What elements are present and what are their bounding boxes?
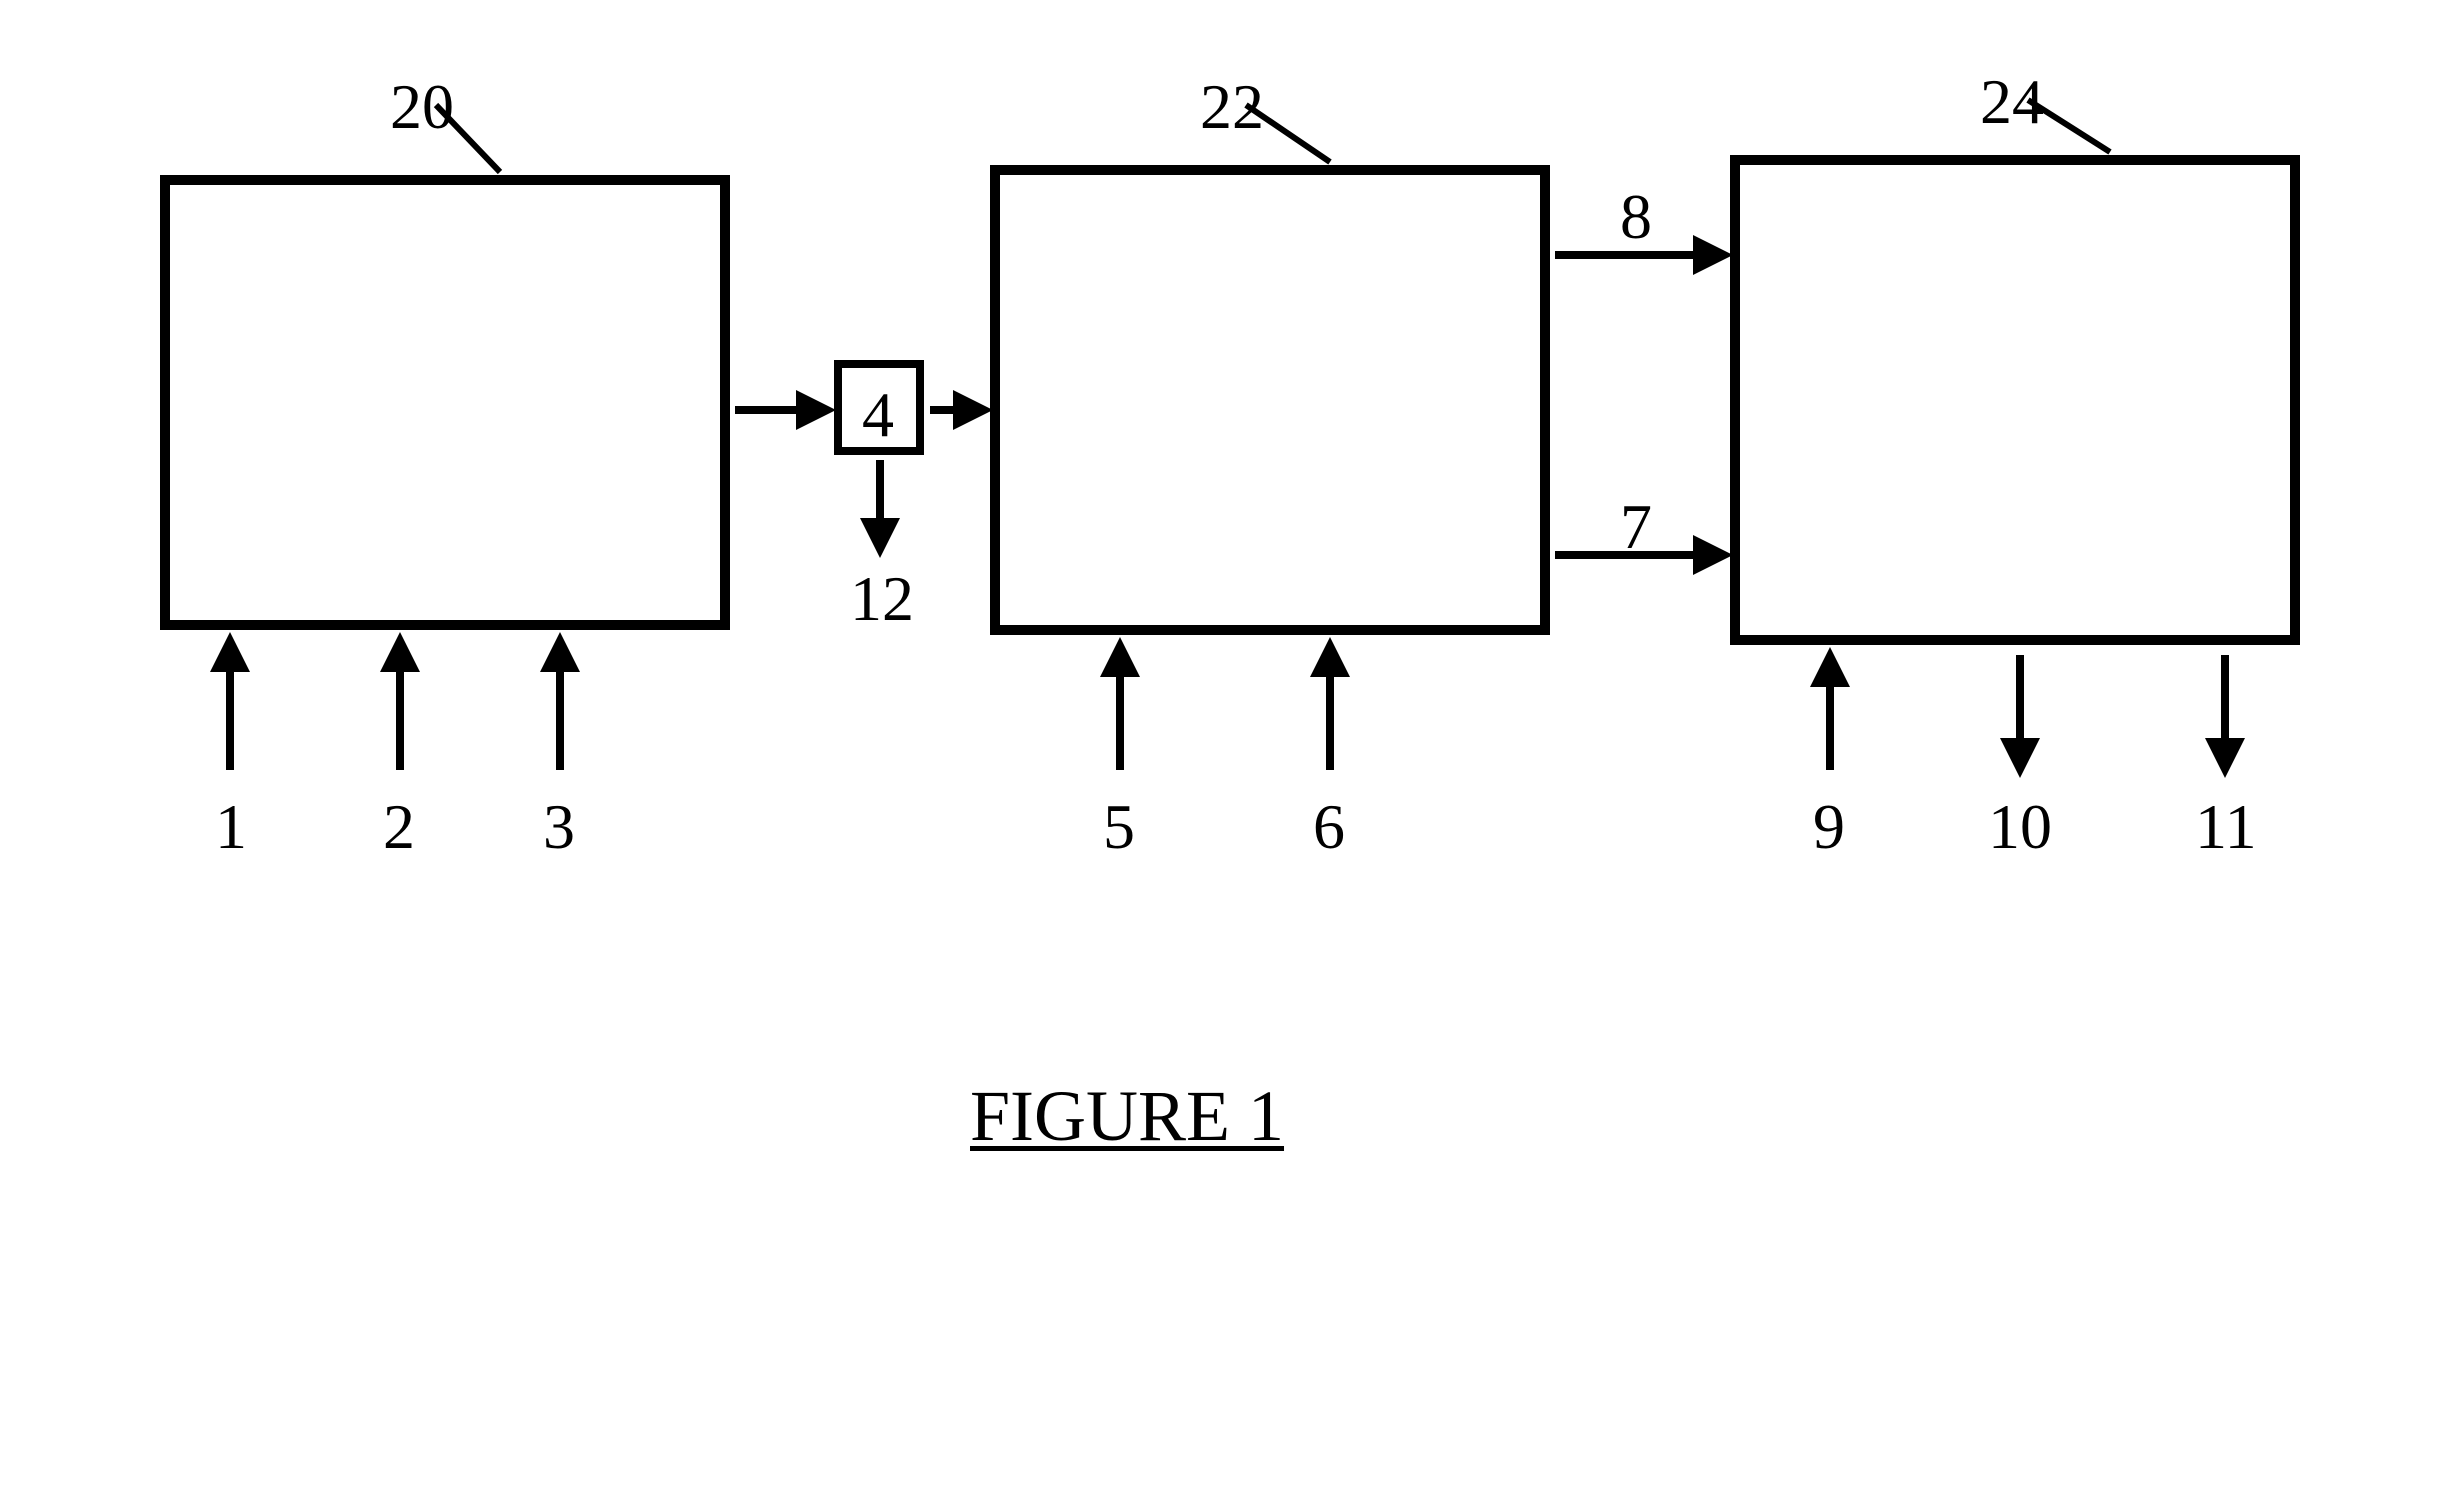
diagram-canvas: 20 22 24 4 1 2 3 5 6 7 8 9 10 11 12 FIGU… [0, 0, 2451, 1500]
arrows-overlay [0, 0, 2451, 1500]
